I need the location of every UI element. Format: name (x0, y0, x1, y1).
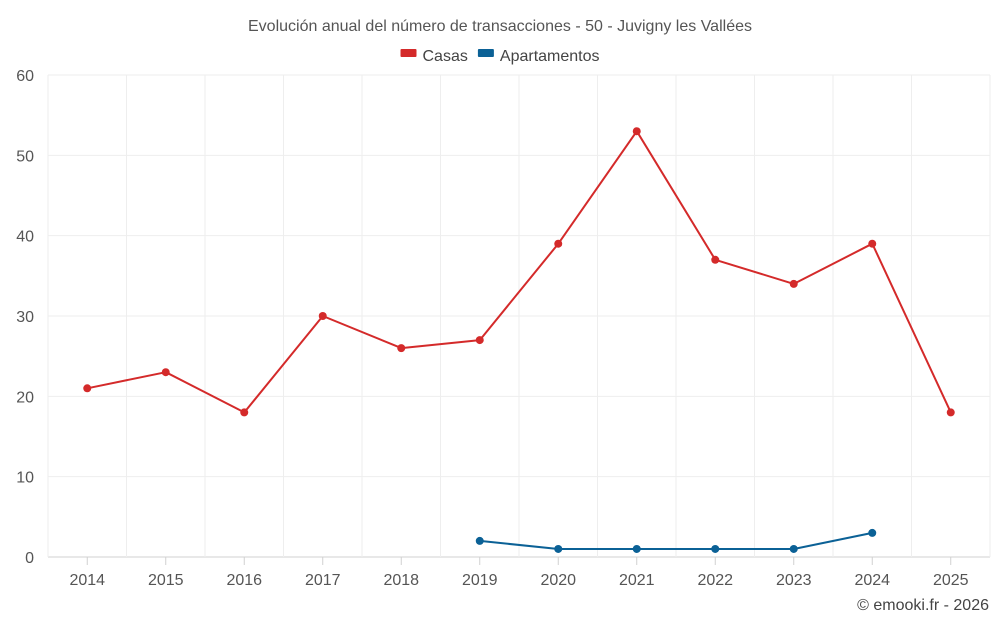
data-point-casas[interactable] (554, 239, 563, 248)
series-apartamentos (475, 528, 877, 553)
data-point-apartamentos[interactable] (475, 536, 484, 545)
legend-label: Casas (423, 48, 468, 65)
y-tick-label: 30 (16, 309, 34, 326)
data-point-casas[interactable] (946, 408, 955, 417)
x-tick-label: 2014 (69, 572, 105, 589)
x-tick-label: 2020 (540, 572, 576, 589)
y-tick-label: 60 (16, 68, 34, 85)
data-point-apartamentos[interactable] (789, 544, 798, 553)
data-point-casas[interactable] (397, 344, 406, 353)
chart-title: Evolución anual del número de transaccio… (248, 18, 752, 35)
data-point-casas[interactable] (240, 408, 249, 417)
y-axis: 0 10 20 30 40 50 60 (16, 68, 34, 567)
x-tick-label: 2025 (933, 572, 969, 589)
data-point-casas[interactable] (789, 279, 798, 288)
data-point-casas[interactable] (161, 368, 170, 377)
series-group (83, 127, 955, 553)
y-tick-label: 0 (25, 550, 34, 567)
y-tick-label: 10 (16, 470, 34, 487)
data-point-casas[interactable] (475, 336, 484, 345)
legend-label: Apartamentos (500, 48, 600, 65)
y-tick-label: 20 (16, 389, 34, 406)
legend: Casas Apartamentos (400, 48, 600, 65)
grid (47, 74, 991, 558)
x-tick-label: 2021 (619, 572, 655, 589)
series-casas (83, 127, 955, 417)
legend-item-casas[interactable]: Casas (400, 48, 468, 65)
x-tick-label: 2018 (383, 572, 419, 589)
y-tick-label: 40 (16, 229, 34, 246)
data-point-apartamentos[interactable] (868, 528, 877, 537)
x-tick-label: 2017 (305, 572, 341, 589)
data-point-apartamentos[interactable] (554, 544, 563, 553)
data-point-casas[interactable] (711, 255, 720, 264)
data-point-casas[interactable] (83, 384, 92, 393)
x-tick-label: 2015 (148, 572, 184, 589)
x-tick-label: 2024 (854, 572, 890, 589)
data-point-casas[interactable] (632, 127, 641, 136)
x-tick-label: 2022 (697, 572, 733, 589)
legend-swatch (400, 49, 417, 57)
x-tick-label: 2016 (226, 572, 262, 589)
legend-item-apartamentos[interactable]: Apartamentos (477, 48, 600, 65)
x-axis: 2014 2015 2016 2017 2018 2019 2020 2021 2022 2023… (69, 557, 969, 589)
series-line-apartamentos (479, 531, 873, 550)
x-tick-label: 2023 (776, 572, 812, 589)
x-tick-label: 2019 (462, 572, 498, 589)
data-point-apartamentos[interactable] (711, 544, 720, 553)
y-tick-label: 50 (16, 148, 34, 165)
series-line-casas (87, 130, 952, 414)
data-point-apartamentos[interactable] (632, 544, 641, 553)
credit-text: © emooki.fr - 2026 (857, 597, 989, 614)
data-point-casas[interactable] (868, 239, 877, 248)
data-point-casas[interactable] (318, 312, 327, 320)
legend-swatch (477, 49, 494, 57)
